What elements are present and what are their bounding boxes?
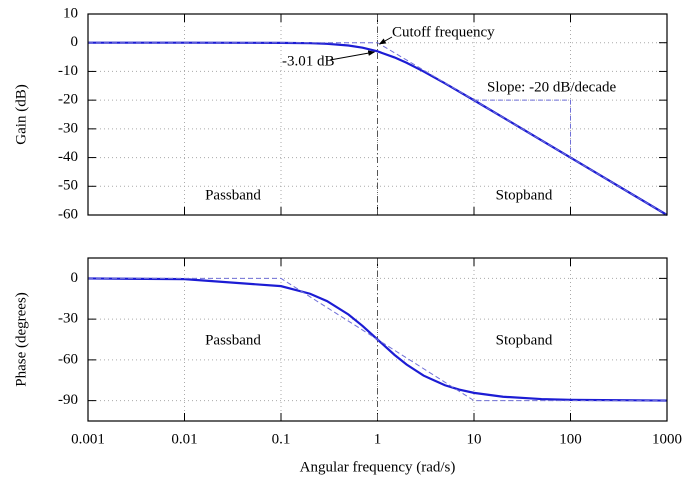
y-tick-label: -10 <box>58 63 78 79</box>
y-axis-label: Gain (dB) <box>13 84 29 144</box>
plot-frame <box>87 257 668 422</box>
y-tick-label: 0 <box>71 34 79 50</box>
annotation: -3.01 dB <box>282 53 335 69</box>
x-tick-label: 0.001 <box>71 431 105 447</box>
annotation-arrow <box>378 36 393 45</box>
y-tick-label: -30 <box>58 120 78 136</box>
x-tick-label: 1 <box>374 431 382 447</box>
annotation: Passband <box>205 187 261 203</box>
y-tick-label: -50 <box>58 178 78 194</box>
y-tick-label: 0 <box>71 270 79 286</box>
x-tick-label: 0.01 <box>171 431 197 447</box>
y-tick-label: -40 <box>58 149 78 165</box>
asymptote <box>474 99 571 158</box>
y-tick-label: -20 <box>58 92 78 108</box>
y-axis-label: Phase (degrees) <box>13 292 29 387</box>
x-tick-label: 0.1 <box>272 431 291 447</box>
x-axis-label: Angular frequency (rad/s) <box>300 459 456 475</box>
x-tick-label: 1000 <box>652 431 682 447</box>
annotation: Passband <box>205 332 261 348</box>
x-tick-label: 10 <box>467 431 482 447</box>
annotation-arrow <box>329 50 376 61</box>
plot-frame <box>87 13 668 216</box>
y-tick-label: -60 <box>58 206 78 222</box>
annotation: Slope: -20 dB/decade <box>487 79 616 95</box>
x-tick-label: 100 <box>559 431 582 447</box>
y-tick-label: -30 <box>58 311 78 327</box>
annotation: Cutoff frequency <box>392 24 495 40</box>
annotation: Stopband <box>496 332 553 348</box>
annotation: Stopband <box>496 187 553 203</box>
asymptote <box>88 277 667 402</box>
y-tick-label: -90 <box>58 392 78 408</box>
y-tick-label: 10 <box>63 5 78 21</box>
response-curve <box>87 277 668 402</box>
y-tick-label: -60 <box>58 351 78 367</box>
